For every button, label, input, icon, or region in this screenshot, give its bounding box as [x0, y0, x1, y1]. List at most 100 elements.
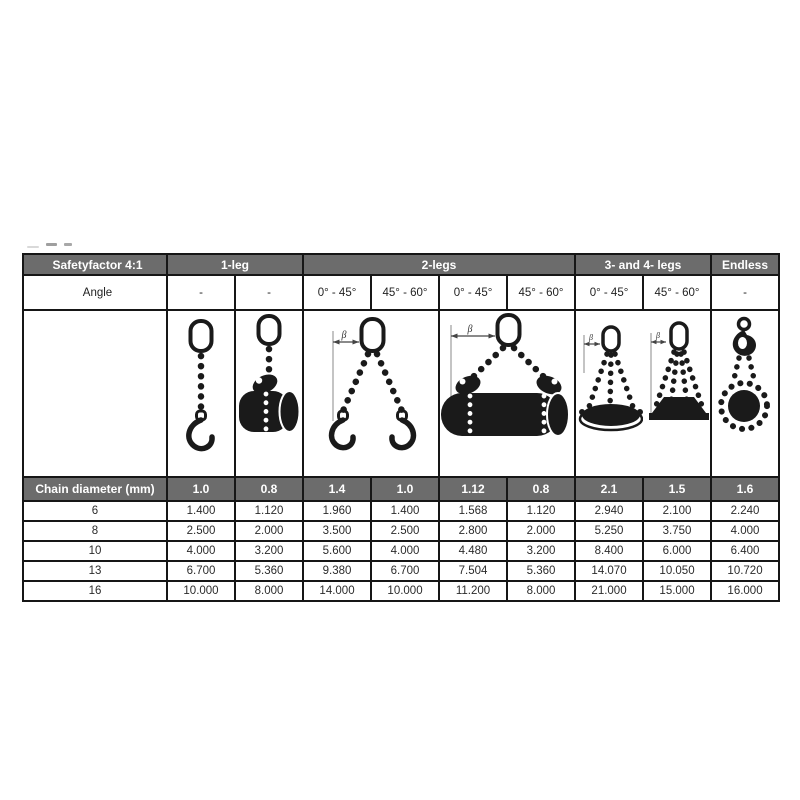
capacity-cell: 2.000 [233, 520, 305, 542]
capacity-cell: 1.400 [370, 500, 441, 522]
table-row: 6 1.400 1.120 1.960 1.400 1.568 1.120 2.… [22, 500, 781, 522]
beta-angle-label: β [341, 330, 347, 341]
load-capacity-table: Safetyfactor 4:1 1-leg 2-legs 3- and 4- … [22, 253, 781, 602]
capacity-cell: 8.000 [506, 580, 577, 602]
illustration-cell: β β [574, 309, 713, 478]
capacity-cell: 11.200 [438, 580, 509, 602]
load-factor-cell: 0.8 [233, 476, 305, 502]
capacity-cell: 4.480 [438, 540, 509, 562]
capacity-cell: 10.050 [642, 560, 713, 582]
capacity-cell: 2.500 [166, 520, 236, 542]
angle-cell: 45° - 60° [642, 274, 713, 311]
datasheet: Safetyfactor 4:1 1-leg 2-legs 3- and 4- … [22, 253, 781, 602]
table-row: 10 4.000 3.200 5.600 4.000 4.480 3.200 8… [22, 540, 781, 562]
capacity-cell: 1.120 [506, 500, 577, 522]
capacity-cell: 3.750 [642, 520, 713, 542]
angle-row: Angle - - 0° - 45° 45° - 60° 0° - 45° 45… [22, 274, 781, 311]
capacity-cell: 3.200 [233, 540, 305, 562]
capacity-cell: 15.000 [642, 580, 713, 602]
group-header-safetyfactor: Safetyfactor 4:1 [22, 253, 168, 276]
capacity-cell: 2.800 [438, 520, 509, 542]
load-factor-cell: 2.1 [574, 476, 645, 502]
capacity-cell: 9.380 [302, 560, 373, 582]
one-leg-choked-drum-illustration [239, 314, 301, 433]
capacity-cell: 3.500 [302, 520, 373, 542]
multi-leg-trapezoid-load-illustration: β [648, 321, 709, 420]
angle-cell: 0° - 45° [438, 274, 509, 311]
empty-cell [22, 309, 168, 478]
chain-diameter-cell: 10 [22, 540, 168, 562]
capacity-cell: 4.000 [710, 520, 781, 542]
capacity-cell: 14.000 [302, 580, 373, 602]
endless-sling-illustration [717, 316, 770, 432]
capacity-cell: 6.700 [370, 560, 441, 582]
angle-cell: - [166, 274, 236, 311]
capacity-cell: 7.504 [438, 560, 509, 582]
factor-row-label: Chain diameter (mm) [22, 476, 168, 502]
group-header-1-leg: 1-leg [165, 253, 305, 276]
capacity-cell: 5.250 [574, 520, 645, 542]
artifact-mark [64, 243, 72, 246]
chain-diameter-cell: 8 [22, 520, 168, 542]
capacity-cell: 4.000 [166, 540, 236, 562]
group-header-2-legs: 2-legs [302, 253, 577, 276]
capacity-cell: 3.200 [506, 540, 577, 562]
capacity-cell: 2.940 [574, 500, 645, 522]
one-leg-sling-illustration [186, 319, 215, 452]
beta-angle-label: β [655, 331, 660, 340]
capacity-cell: 6.000 [642, 540, 713, 562]
chain-diameter-cell: 16 [22, 580, 168, 602]
beta-angle-label: β [467, 324, 473, 335]
capacity-cell: 5.360 [233, 560, 305, 582]
capacity-cell: 2.100 [642, 500, 713, 522]
angle-row-label: Angle [22, 274, 168, 311]
group-header-endless: Endless [710, 253, 781, 276]
two-leg-sling-illustration: β [328, 317, 417, 451]
capacity-cell: 1.960 [302, 500, 373, 522]
illustration-cell [166, 309, 236, 478]
capacity-cell: 10.000 [370, 580, 441, 602]
capacity-cell: 5.600 [302, 540, 373, 562]
capacity-cell: 16.000 [710, 580, 781, 602]
capacity-cell: 1.120 [233, 500, 305, 522]
capacity-cell: 10.720 [710, 560, 781, 582]
angle-cell: - [233, 274, 305, 311]
multi-leg-round-load-illustration: β [578, 325, 643, 432]
angle-cell: 0° - 45° [574, 274, 645, 311]
capacity-cell: 5.360 [506, 560, 577, 582]
load-factor-cell: 1.6 [710, 476, 781, 502]
capacity-cell: 1.568 [438, 500, 509, 522]
load-factor-cell: 1.0 [166, 476, 236, 502]
illustration-cell [710, 309, 781, 478]
angle-cell: 45° - 60° [506, 274, 577, 311]
capacity-cell: 21.000 [574, 580, 645, 602]
beta-angle-label: β [588, 333, 593, 342]
two-leg-choked-cylinder-illustration: β [441, 313, 571, 437]
factor-row: Chain diameter (mm) 1.0 0.8 1.4 1.0 1.12… [22, 476, 781, 502]
angle-cell: 0° - 45° [302, 274, 373, 311]
table-row: 16 10.000 8.000 14.000 10.000 11.200 8.0… [22, 580, 781, 602]
capacity-cell: 2.500 [370, 520, 441, 542]
illustration-cell: β [302, 309, 441, 478]
illustration-cell: β [438, 309, 577, 478]
load-factor-cell: 1.4 [302, 476, 373, 502]
angle-cell: 45° - 60° [370, 274, 441, 311]
capacity-cell: 6.400 [710, 540, 781, 562]
table-row: 13 6.700 5.360 9.380 6.700 7.504 5.360 1… [22, 560, 781, 582]
capacity-cell: 2.000 [506, 520, 577, 542]
artifact-mark [46, 243, 57, 246]
capacity-cell: 1.400 [166, 500, 236, 522]
illustration-row: β β [22, 309, 781, 478]
capacity-cell: 8.400 [574, 540, 645, 562]
capacity-cell: 4.000 [370, 540, 441, 562]
chain-diameter-cell: 6 [22, 500, 168, 522]
capacity-cell: 6.700 [166, 560, 236, 582]
load-factor-cell: 0.8 [506, 476, 577, 502]
capacity-cell: 10.000 [166, 580, 236, 602]
load-factor-cell: 1.5 [642, 476, 713, 502]
group-header-row: Safetyfactor 4:1 1-leg 2-legs 3- and 4- … [22, 253, 781, 276]
load-factor-cell: 1.0 [370, 476, 441, 502]
illustration-cell [233, 309, 305, 478]
capacity-cell: 14.070 [574, 560, 645, 582]
